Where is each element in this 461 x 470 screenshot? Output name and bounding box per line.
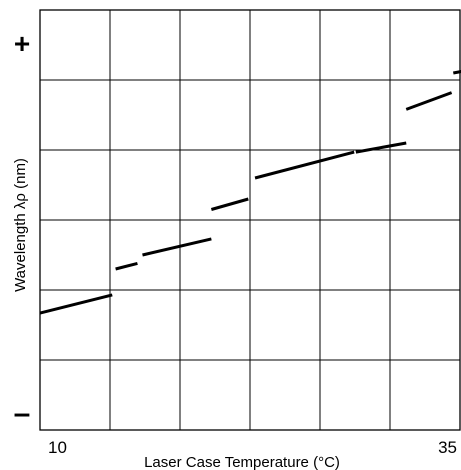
y-tick-minus: – <box>14 397 31 430</box>
y-axis-label: Wavelength λρ (nm) <box>12 158 29 292</box>
wavelength-segment-7 <box>405 91 453 111</box>
x-tick-min: 10 <box>48 438 67 457</box>
wavelength-segment-6 <box>355 141 407 154</box>
x-axis-label: Laser Case Temperature (°C) <box>144 454 340 470</box>
y-tick-plus: + <box>14 28 30 59</box>
wavelength-segment-4 <box>210 197 249 211</box>
wavelength-segment-5 <box>254 150 355 180</box>
wavelength-segment-3 <box>142 237 212 257</box>
wavelength-segment-1 <box>39 293 113 315</box>
cropped-title-strip <box>0 0 461 12</box>
wavelength-segment-2 <box>115 261 138 271</box>
x-tick-max: 35 <box>438 438 457 457</box>
grid <box>39 9 461 431</box>
data-series <box>39 70 461 315</box>
